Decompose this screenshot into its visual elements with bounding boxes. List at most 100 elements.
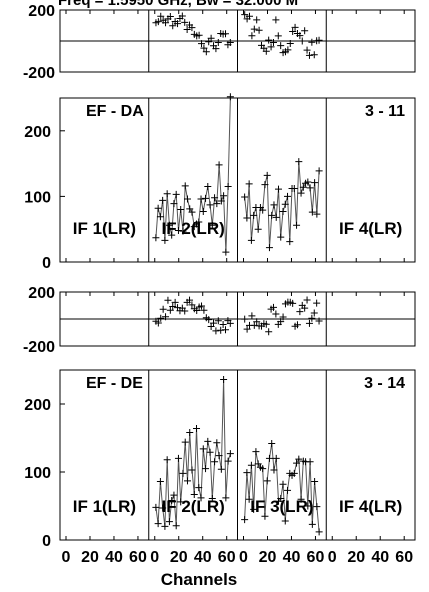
scan-label: 3 - 11 bbox=[365, 103, 405, 120]
phase-point bbox=[248, 312, 256, 320]
amplitude-point bbox=[220, 192, 228, 200]
phase-point bbox=[164, 296, 172, 304]
x-tick-label: 0 bbox=[62, 549, 71, 566]
amplitude-point bbox=[168, 497, 176, 505]
amplitude-point bbox=[172, 190, 180, 198]
amplitude-point bbox=[293, 221, 301, 229]
amplitude-point bbox=[211, 194, 219, 202]
phase-point bbox=[171, 298, 179, 306]
x-tick-label: 0 bbox=[150, 549, 159, 566]
phase-point bbox=[169, 302, 177, 310]
if-label: IF 4(LR) bbox=[339, 219, 402, 238]
phase-point bbox=[310, 309, 318, 317]
phase-tick-label: -200 bbox=[23, 65, 55, 82]
amplitude-point bbox=[304, 502, 312, 510]
phase-point bbox=[267, 43, 275, 51]
phase-point bbox=[303, 296, 311, 304]
amplitude-point bbox=[195, 484, 203, 492]
phase-point bbox=[308, 314, 316, 322]
phase-tick-label: -200 bbox=[23, 339, 55, 356]
amplitude-point bbox=[259, 465, 267, 473]
phase-point bbox=[166, 13, 174, 21]
amplitude-point bbox=[295, 455, 303, 463]
phase-point bbox=[174, 20, 182, 28]
phase-point bbox=[245, 12, 253, 20]
amplitude-point bbox=[183, 195, 191, 203]
amplitude-point bbox=[170, 491, 178, 499]
x-tick-label: 60 bbox=[218, 549, 236, 566]
amplitude-point bbox=[277, 233, 285, 241]
phase-point bbox=[198, 302, 206, 310]
amplitude-point bbox=[243, 469, 251, 477]
phase-point bbox=[157, 12, 165, 20]
phase-tick-label: 200 bbox=[28, 3, 55, 20]
baseline-label: EF - DA bbox=[86, 103, 144, 120]
phase-point bbox=[226, 39, 234, 47]
amplitude-line bbox=[244, 161, 320, 248]
amplitude-point bbox=[174, 454, 182, 462]
phase-point bbox=[308, 38, 316, 46]
amplitude-point bbox=[188, 466, 196, 474]
amplitude-point bbox=[313, 503, 321, 511]
phase-point bbox=[269, 39, 277, 47]
amplitude-point bbox=[243, 214, 251, 222]
amplitude-point bbox=[286, 238, 294, 246]
phase-point bbox=[183, 26, 191, 34]
amplitude-point bbox=[188, 208, 196, 216]
x-tick-label: 40 bbox=[371, 549, 389, 566]
phase-point bbox=[226, 319, 234, 327]
amplitude-point bbox=[311, 478, 319, 486]
amplitude-point bbox=[206, 448, 214, 456]
phase-point bbox=[202, 48, 210, 56]
amplitude-point bbox=[263, 171, 271, 179]
amplitude-point bbox=[186, 429, 194, 437]
x-tick-label: 60 bbox=[307, 549, 325, 566]
amplitude-point bbox=[247, 236, 255, 244]
amplitude-point bbox=[163, 190, 171, 198]
phase-point bbox=[272, 310, 280, 318]
amplitude-point bbox=[204, 183, 212, 191]
phase-point bbox=[212, 45, 220, 53]
amplitude-point bbox=[222, 494, 230, 502]
amplitude-point bbox=[193, 424, 201, 432]
phase-point bbox=[154, 319, 162, 327]
amplitude-point bbox=[165, 518, 173, 526]
phase-point bbox=[207, 34, 215, 42]
amplitude-point bbox=[290, 185, 298, 193]
amplitude-point bbox=[293, 459, 301, 467]
phase-point bbox=[255, 26, 263, 34]
phase-point bbox=[212, 327, 220, 335]
amplitude-point bbox=[315, 528, 323, 536]
amplitude-point bbox=[279, 207, 287, 215]
x-axis-label: Channels bbox=[161, 570, 238, 589]
amplitude-point bbox=[224, 457, 232, 465]
amplitude-point bbox=[250, 505, 258, 513]
amplitude-point bbox=[199, 207, 207, 215]
phase-point bbox=[296, 32, 304, 40]
phase-point bbox=[301, 27, 309, 35]
x-tick-label: 40 bbox=[283, 549, 301, 566]
amplitude-line bbox=[155, 96, 231, 253]
amplitude-point bbox=[270, 466, 278, 474]
amplitude-point bbox=[250, 211, 258, 219]
amplitude-point bbox=[272, 454, 280, 462]
amplitude-point bbox=[163, 456, 171, 464]
phase-point bbox=[315, 36, 323, 44]
amplitude-point bbox=[208, 495, 216, 503]
chart-title: Freq = 1.5950 GHz, Bw = 32.000 M bbox=[58, 0, 298, 9]
amplitude-point bbox=[306, 458, 314, 466]
amplitude-point bbox=[265, 244, 273, 252]
phase-point bbox=[193, 306, 201, 314]
amplitude-tick-label: 200 bbox=[24, 124, 51, 141]
phase-point bbox=[291, 23, 299, 31]
phase-point bbox=[293, 321, 301, 329]
amplitude-point bbox=[226, 450, 234, 458]
amplitude-point bbox=[202, 194, 210, 202]
amplitude-point bbox=[204, 437, 212, 445]
phase-point bbox=[178, 12, 186, 20]
amplitude-point bbox=[197, 195, 205, 203]
amplitude-line bbox=[155, 379, 231, 527]
amplitude-point bbox=[152, 503, 160, 511]
x-tick-label: 40 bbox=[194, 549, 212, 566]
phase-point bbox=[188, 301, 196, 309]
